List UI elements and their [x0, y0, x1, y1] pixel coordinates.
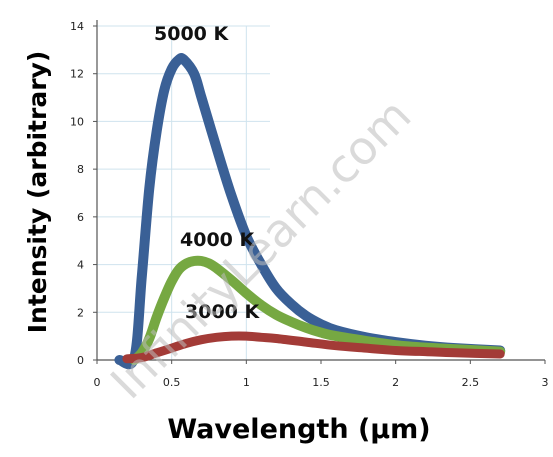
- series-label-5000k: 5000 K: [154, 23, 229, 45]
- grid: [97, 25, 270, 360]
- x-axis-title: Wavelength (μm): [167, 414, 430, 445]
- y-tick-label: 6: [77, 211, 84, 224]
- y-axis-title: Intensity (arbitrary): [23, 51, 52, 334]
- y-tick-label: 8: [77, 163, 84, 176]
- y-tick-label: 10: [70, 115, 84, 128]
- x-tick-label: 2.5: [462, 376, 480, 389]
- x-tick-label: 1: [243, 376, 250, 389]
- y-tick-label: 2: [77, 306, 84, 319]
- series-line-3000k: [122, 331, 505, 364]
- x-tick-label: 1.5: [312, 376, 330, 389]
- y-tick-label: 4: [77, 259, 84, 272]
- series-line-4000k: [129, 255, 506, 365]
- x-tick-labels: 0 0.5 1 1.5 2 2.5 3: [94, 360, 549, 389]
- y-tick-label: 14: [70, 20, 84, 33]
- series-label-3000k: 3000 K: [185, 301, 260, 323]
- x-tick-label: 2: [392, 376, 399, 389]
- y-tick-labels: 0 2 4 6 8 10 12 14: [70, 20, 97, 367]
- x-tick-label: 0.5: [163, 376, 181, 389]
- x-tick-label: 0: [94, 376, 101, 389]
- x-tick-label: 3: [542, 376, 549, 389]
- y-tick-label: 0: [77, 354, 84, 367]
- series-label-4000k: 4000 K: [180, 229, 255, 251]
- y-tick-label: 12: [70, 68, 84, 81]
- series: [114, 52, 506, 370]
